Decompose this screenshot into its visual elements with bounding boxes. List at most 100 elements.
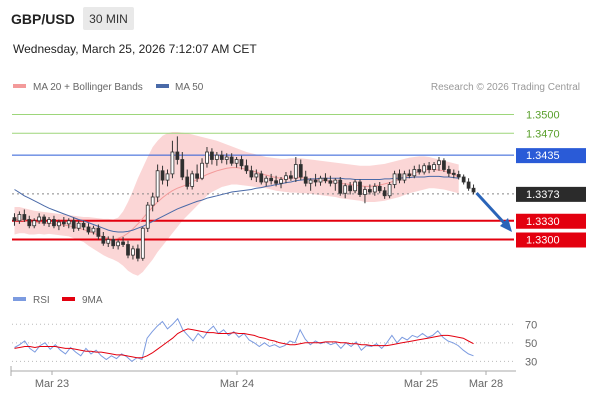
candle-body-up	[76, 222, 81, 229]
candle-body-up	[145, 204, 150, 229]
candle-body-up	[200, 162, 204, 179]
candle-body-down	[298, 164, 303, 178]
candle-body-down	[303, 176, 308, 184]
candle-body-down	[417, 169, 422, 173]
candle-body-up	[343, 185, 348, 194]
candle-body-down	[180, 159, 185, 178]
candle-body-down	[427, 165, 431, 170]
candle-body-up	[422, 165, 427, 173]
candle-body-down	[269, 177, 274, 182]
candle-body-down	[367, 189, 372, 193]
rsi-legend-swatch	[13, 297, 26, 301]
candle-body-up	[308, 179, 313, 184]
symbol-label: GBP/USD	[11, 11, 75, 27]
ma20-legend-label: MA 20 + Bollinger Bands	[33, 82, 143, 93]
candle-body-up	[318, 177, 323, 183]
candle-body-down	[358, 181, 362, 195]
candle-body-down	[160, 170, 165, 181]
time-tick-label: Mar 25	[404, 378, 438, 390]
candle-body-down	[328, 180, 333, 184]
candle-body-up	[150, 196, 155, 206]
candle-body-down	[121, 241, 125, 245]
candle-body-down	[12, 217, 17, 222]
candle-body-down	[323, 177, 328, 182]
candle-body-up	[37, 216, 42, 222]
candle-body-up	[353, 181, 357, 192]
candle-body-up	[66, 220, 71, 225]
candle-body-down	[377, 185, 382, 192]
candle-body-up	[214, 154, 219, 160]
level-label-bg-1.3330	[516, 213, 586, 229]
candle-body-down	[249, 170, 254, 178]
candle-body-down	[71, 220, 76, 229]
candle-body-down	[175, 151, 180, 160]
candle-body-up	[333, 179, 338, 184]
candle-body-down	[348, 185, 353, 192]
candle-body-up	[412, 169, 417, 177]
candle-body-up	[224, 156, 229, 160]
candle-body-up	[106, 239, 111, 244]
candle-body-down	[446, 169, 451, 174]
rsi-tick-50: 50	[525, 338, 537, 350]
candle-body-down	[407, 173, 412, 177]
candle-body-down	[185, 176, 190, 187]
candle-body-down	[42, 216, 46, 224]
datetime-label: Wednesday, March 25, 2026 7:12:07 AM CET	[13, 42, 257, 56]
candle-body-up	[264, 177, 269, 183]
time-tick-label: Mar 24	[220, 378, 254, 390]
timeframe-badge[interactable]	[83, 7, 134, 30]
candle-body-down	[210, 151, 214, 160]
level-label-bg-1.3300	[516, 232, 586, 248]
candle-body-down	[86, 226, 91, 233]
candle-body-down	[451, 172, 456, 175]
time-tick-label: Mar 28	[469, 378, 503, 390]
candle-body-up	[47, 219, 51, 224]
candle-body-down	[471, 187, 476, 193]
candle-body-up	[402, 173, 407, 181]
candle-body-down	[96, 227, 101, 237]
candle-body-up	[437, 160, 441, 165]
level-label-bg-1.3373	[516, 186, 586, 202]
candle-body-down	[135, 248, 140, 259]
candle-body-up	[279, 179, 283, 184]
candle-body-up	[392, 173, 397, 185]
ma20-legend-swatch	[13, 84, 26, 88]
ma9-legend-swatch	[62, 297, 75, 301]
candle-body-up	[91, 227, 96, 233]
candle-body-down	[239, 159, 244, 167]
ma50-line	[14, 175, 459, 233]
candle-body-down	[244, 165, 249, 172]
candle-body-down	[111, 239, 116, 247]
candle-body-down	[397, 173, 402, 181]
level-label-bg-1.3435	[516, 148, 586, 164]
candle-body-up	[17, 214, 22, 222]
time-tick-label: Mar 23	[35, 378, 69, 390]
candle-body-down	[229, 156, 234, 164]
candle-body-up	[432, 164, 436, 170]
candle-body-down	[126, 244, 130, 256]
candle-body-down	[22, 214, 27, 220]
price-panel: 1.3500 1.3470 1.3435 1.3373 1.3330 1.3300	[12, 110, 586, 276]
bollinger-band	[14, 132, 459, 276]
candle-body-up	[57, 221, 61, 227]
level-label-1.3500: 1.3500	[526, 110, 560, 122]
candle-body-down	[289, 175, 293, 179]
time-axis: Mar 23 Mar 24 Mar 25 Mar 28	[10, 366, 516, 390]
candle-body-up	[140, 227, 145, 259]
candle-body-down	[274, 180, 278, 184]
candle-body-up	[387, 184, 392, 197]
candle-body-down	[466, 181, 471, 189]
candle-body-down	[52, 219, 56, 227]
candle-body-up	[254, 173, 259, 178]
candle-body-down	[259, 173, 264, 183]
candle-body-up	[155, 170, 160, 198]
level-label-1.3470: 1.3470	[526, 128, 560, 140]
rsi-ma9-line	[14, 328, 474, 359]
candle-body-up	[293, 164, 298, 179]
candle-body-up	[32, 220, 37, 227]
rsi-tick-30: 30	[525, 356, 537, 368]
timeframe-label: 30 MIN	[89, 12, 128, 26]
ma50-legend-swatch	[156, 84, 169, 88]
candle-body-down	[219, 154, 224, 160]
